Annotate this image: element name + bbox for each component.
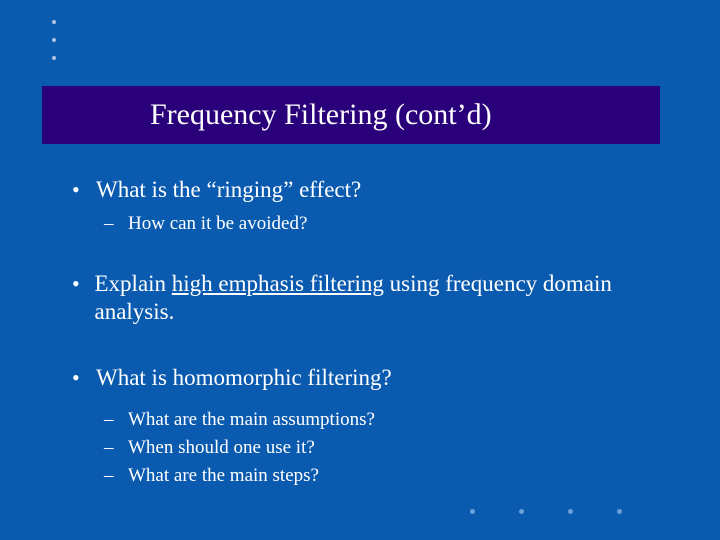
bullet-text: What are the main assumptions? [128, 408, 375, 432]
dot [52, 38, 56, 42]
bullet-text: What is homomorphic filtering? [96, 364, 392, 392]
slide-title: Frequency Filtering (cont’d) [150, 98, 492, 132]
bullet-level-2: –When should one use it? [104, 436, 660, 460]
title-bar: Frequency Filtering (cont’d) [42, 86, 660, 144]
decorative-dots-top-left [52, 20, 56, 60]
bullet-level-1: •What is homomorphic filtering? [72, 364, 660, 392]
dot [52, 20, 56, 24]
dash-marker: – [104, 464, 128, 488]
bullet-text: Explain high emphasis filtering using fr… [95, 270, 661, 326]
bullet-marker: • [72, 176, 96, 204]
dot [519, 509, 524, 514]
bullet-text: When should one use it? [128, 436, 315, 460]
dash-marker: – [104, 212, 128, 236]
decorative-dots-bottom-right [470, 509, 622, 514]
bullet-level-2: –What are the main assumptions? [104, 408, 660, 432]
dash-marker: – [104, 436, 128, 460]
dot [470, 509, 475, 514]
dash-marker: – [104, 408, 128, 432]
dot [617, 509, 622, 514]
bullet-marker: • [72, 364, 96, 392]
bullet-text: What are the main steps? [128, 464, 319, 488]
dot [568, 509, 573, 514]
bullet-text: What is the “ringing” effect? [96, 176, 361, 204]
slide-content: •What is the “ringing” effect?–How can i… [72, 176, 660, 492]
dot [52, 56, 56, 60]
bullet-level-1: •What is the “ringing” effect? [72, 176, 660, 204]
bullet-level-1: •Explain high emphasis filtering using f… [72, 270, 660, 326]
bullet-text: How can it be avoided? [128, 212, 307, 236]
bullet-marker: • [72, 270, 95, 298]
bullet-level-2: –What are the main steps? [104, 464, 660, 488]
bullet-level-2: –How can it be avoided? [104, 212, 660, 236]
